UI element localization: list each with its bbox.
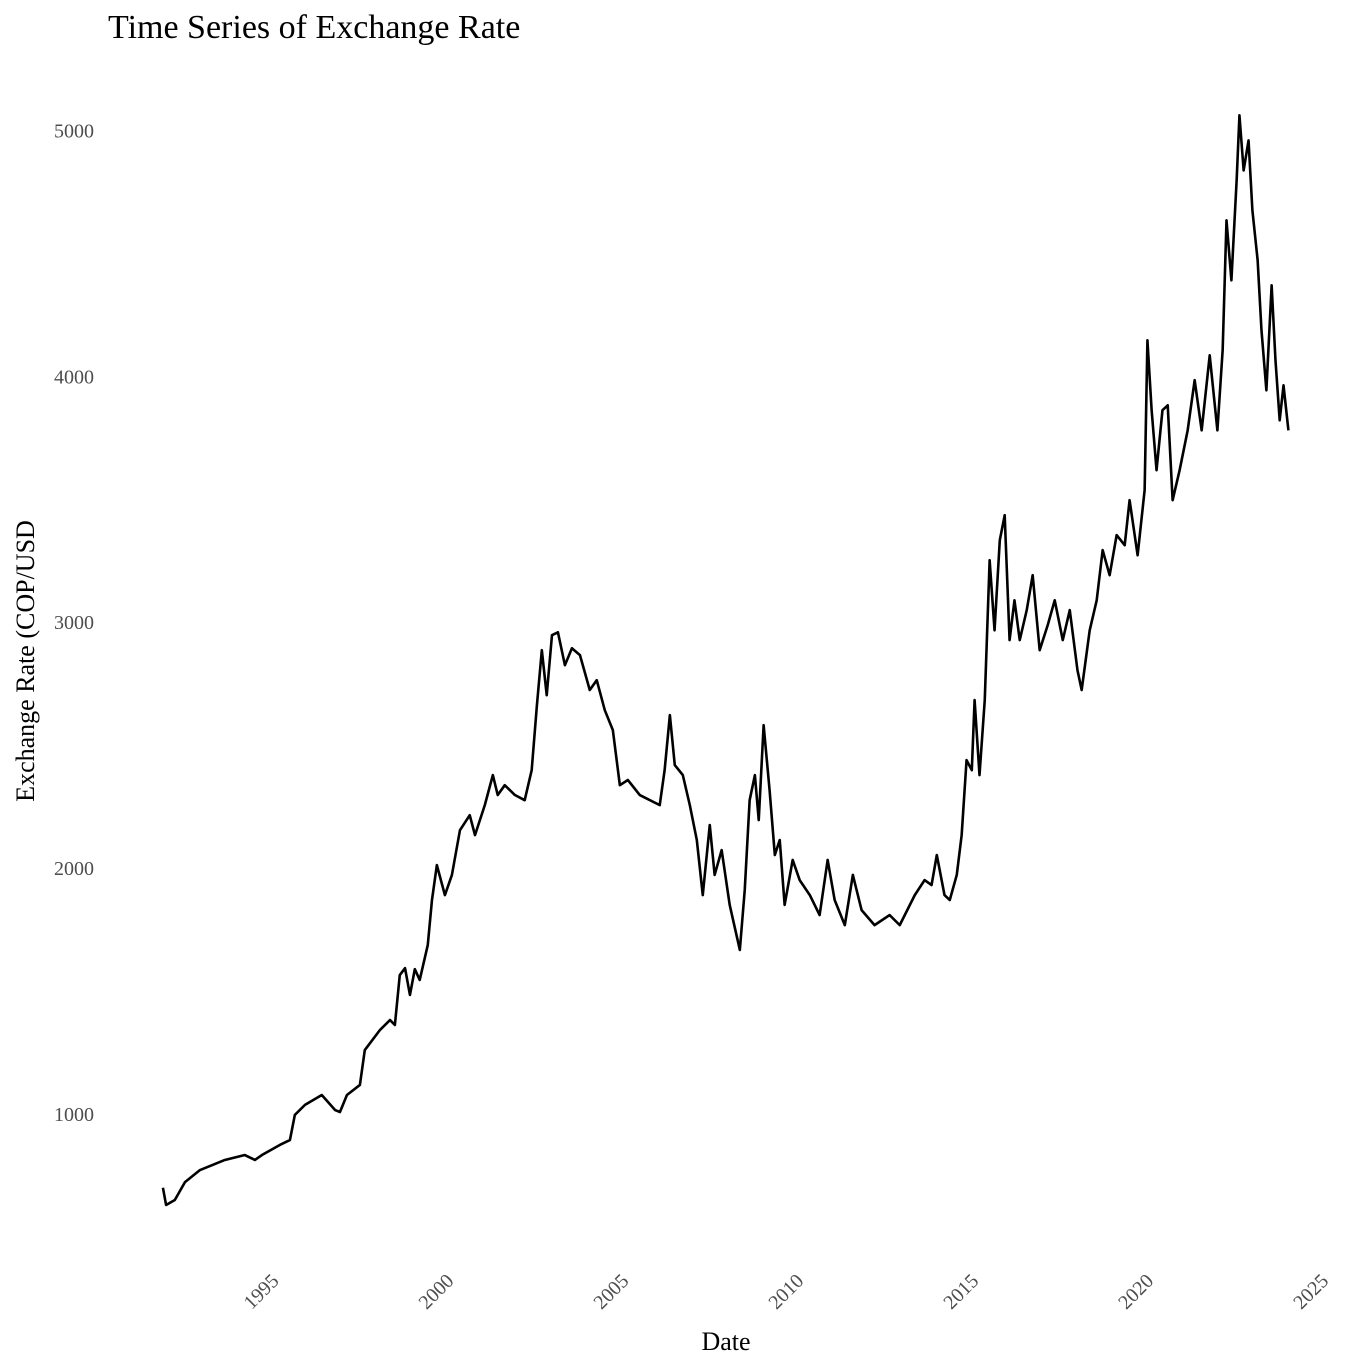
x-tick-label: 2025 [1289, 1270, 1333, 1314]
x-tick-label: 2005 [589, 1270, 633, 1314]
y-tick-label: 4000 [54, 366, 94, 388]
x-tick-label: 2015 [939, 1270, 983, 1314]
x-tick-label: 2000 [415, 1270, 459, 1314]
chart-title: Time Series of Exchange Rate [108, 9, 520, 46]
x-tick-label: 1995 [240, 1270, 284, 1314]
y-axis-label: Exchange Rate (COP/USD [11, 520, 40, 802]
x-tick-label: 2020 [1114, 1270, 1158, 1314]
series-line [161, 114, 1290, 1207]
x-tick-label: 2010 [764, 1270, 808, 1314]
y-tick-label: 1000 [54, 1104, 94, 1126]
y-tick-label: 3000 [54, 612, 94, 634]
y-tick-label: 5000 [54, 120, 94, 142]
x-axis-label: Date [701, 1327, 750, 1356]
y-tick-label: 2000 [54, 858, 94, 880]
